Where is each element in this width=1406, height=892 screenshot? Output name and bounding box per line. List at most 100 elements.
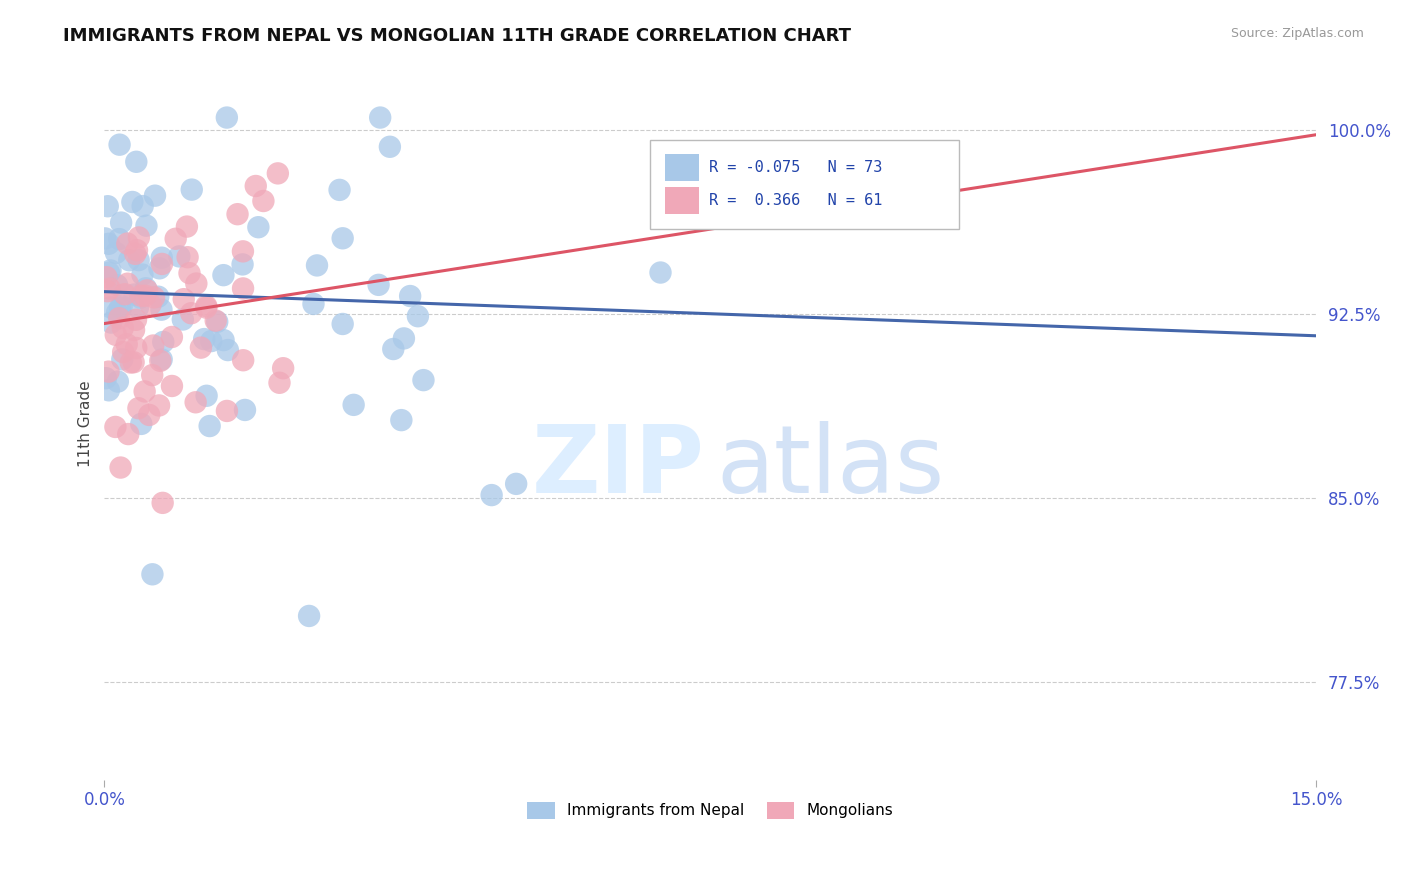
Point <box>650 266 672 280</box>
Point <box>127 401 149 416</box>
Point <box>215 404 238 418</box>
Point <box>136 284 159 298</box>
Point <box>124 287 146 301</box>
Point <box>142 338 165 352</box>
Point <box>108 311 131 326</box>
Point <box>193 332 215 346</box>
Point <box>122 355 145 369</box>
Point <box>111 299 134 313</box>
Point <box>176 219 198 234</box>
Point <box>267 166 290 180</box>
Point <box>128 230 150 244</box>
Point <box>98 266 121 280</box>
Point <box>104 327 127 342</box>
Point <box>107 375 129 389</box>
Point <box>180 183 202 197</box>
Point <box>108 301 131 315</box>
FancyBboxPatch shape <box>665 153 699 181</box>
Point <box>135 219 157 233</box>
Point <box>104 420 127 434</box>
Point <box>131 268 153 282</box>
Point <box>96 284 118 298</box>
Point <box>108 232 131 246</box>
Point <box>180 306 202 320</box>
Point <box>110 460 132 475</box>
Text: R = -0.075   N = 73: R = -0.075 N = 73 <box>709 160 883 175</box>
Point <box>129 417 152 431</box>
Point <box>172 312 194 326</box>
Point <box>138 408 160 422</box>
Text: Source: ZipAtlas.com: Source: ZipAtlas.com <box>1230 27 1364 40</box>
Point <box>148 399 170 413</box>
Point <box>96 270 118 285</box>
Point <box>195 389 218 403</box>
Point <box>232 244 254 259</box>
Point <box>169 249 191 263</box>
Point <box>152 496 174 510</box>
Point <box>128 253 150 268</box>
Point <box>125 244 148 258</box>
Point <box>392 331 415 345</box>
Point <box>190 341 212 355</box>
Point <box>226 207 249 221</box>
Point <box>195 299 218 313</box>
Point <box>233 403 256 417</box>
Point <box>367 277 389 292</box>
Point <box>129 289 152 303</box>
Point <box>505 476 527 491</box>
Point <box>104 246 127 260</box>
Point <box>269 376 291 390</box>
Point <box>204 313 226 327</box>
Point <box>100 316 122 330</box>
Point <box>97 236 120 251</box>
Point <box>160 379 183 393</box>
Point <box>302 297 325 311</box>
Point <box>98 282 121 296</box>
Point <box>305 259 328 273</box>
Point <box>117 277 139 291</box>
Point <box>120 355 142 369</box>
Point <box>117 427 139 442</box>
Point <box>141 567 163 582</box>
Point <box>125 154 148 169</box>
Point <box>94 231 117 245</box>
Text: R =  0.366   N = 61: R = 0.366 N = 61 <box>709 194 883 208</box>
Point <box>215 111 238 125</box>
Point <box>105 305 128 319</box>
Point <box>129 291 152 305</box>
Point <box>134 289 156 303</box>
Point <box>160 330 183 344</box>
Point <box>100 301 122 315</box>
Point <box>252 194 274 208</box>
Point <box>121 194 143 209</box>
Point <box>186 277 208 291</box>
Point <box>100 263 122 277</box>
Y-axis label: 11th Grade: 11th Grade <box>79 381 93 467</box>
Point <box>195 301 218 315</box>
Point <box>122 323 145 337</box>
Point <box>247 220 270 235</box>
Point <box>173 292 195 306</box>
Point <box>368 111 391 125</box>
Point <box>198 419 221 434</box>
Point <box>399 289 422 303</box>
Point <box>94 371 117 385</box>
Point <box>184 395 207 409</box>
Point <box>150 302 173 317</box>
FancyBboxPatch shape <box>650 140 959 228</box>
Text: IMMIGRANTS FROM NEPAL VS MONGOLIAN 11TH GRADE CORRELATION CHART: IMMIGRANTS FROM NEPAL VS MONGOLIAN 11TH … <box>63 27 851 45</box>
Legend: Immigrants from Nepal, Mongolians: Immigrants from Nepal, Mongolians <box>522 796 900 825</box>
Point <box>105 278 128 293</box>
Point <box>298 609 321 624</box>
Point <box>108 137 131 152</box>
Point <box>131 199 153 213</box>
Point <box>117 236 139 251</box>
Point <box>343 398 366 412</box>
Point <box>134 384 156 399</box>
Point <box>143 290 166 304</box>
Point <box>135 281 157 295</box>
Point <box>389 413 412 427</box>
Point <box>179 266 201 280</box>
Point <box>271 361 294 376</box>
Point <box>111 352 134 367</box>
